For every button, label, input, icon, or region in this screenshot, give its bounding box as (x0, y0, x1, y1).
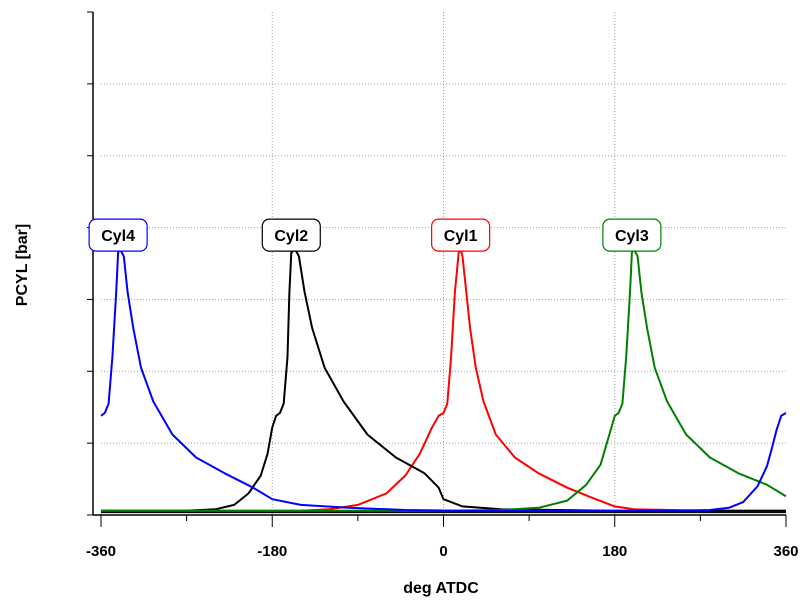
x-tick-label: -360 (86, 543, 116, 560)
y-axis-title: PCYL [bar] (14, 224, 31, 306)
series-label: Cyl2 (274, 228, 308, 245)
series-label: Cyl1 (444, 228, 478, 245)
series-annotations: Cyl4 Cyl2 Cyl1 Cyl3 (88, 218, 662, 252)
grid-lines (101, 12, 786, 515)
series-label-box (261, 218, 321, 252)
x-axis-title: deg ATDC (403, 580, 479, 597)
ticks: -360 -180 0 180 360 (86, 11, 799, 560)
series-lines (100, 248, 787, 514)
axes (92, 12, 786, 516)
x-tick-label: 360 (773, 543, 798, 560)
x-tick-label: 180 (602, 543, 627, 560)
series-line-cyl3 (101, 248, 787, 512)
series-line-cyl2 (101, 248, 786, 512)
series-label-box (602, 218, 662, 252)
x-tick-label: -180 (257, 543, 287, 560)
series-label: Cyl4 (101, 228, 135, 245)
series-label: Cyl3 (615, 228, 649, 245)
series-label-box (431, 218, 491, 252)
series-label-box (88, 218, 148, 252)
x-tick-label: 0 (439, 543, 447, 560)
